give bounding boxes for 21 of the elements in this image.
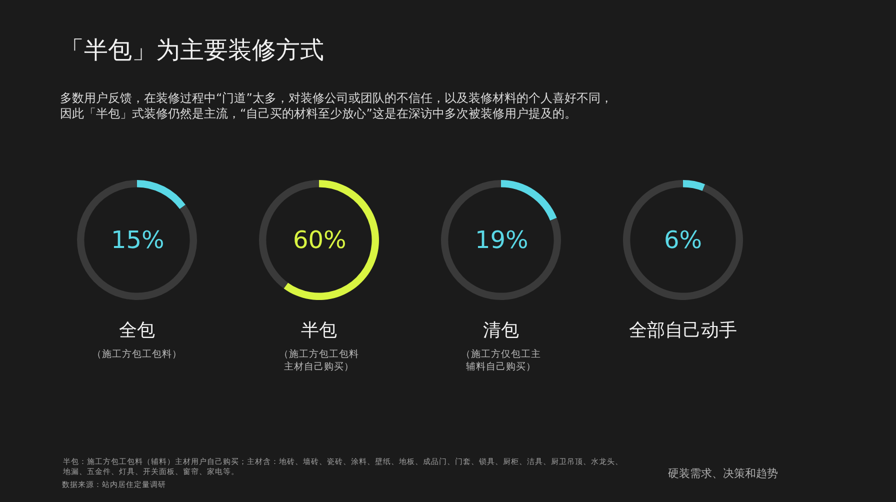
text: 6%	[664, 226, 702, 254]
donut-slice	[623, 180, 743, 300]
donut-slice	[441, 180, 561, 300]
text: （施工方仅包工主辅料自己购买）	[461, 348, 541, 372]
text: （施工方包工包料）	[92, 348, 182, 360]
text: 清包	[483, 320, 519, 341]
text: 60%	[293, 226, 346, 254]
text: （施工方包工包料主材自己购买）	[279, 348, 359, 372]
donut-slice	[137, 180, 186, 209]
text: 多数用户反馈，在装修过程中“门道”太多，对装修公司或团队的不信任，以及装修材料的个人喜好不同，因此「半包」式装修仍然是主流，“自己买的材料至少放心”这是在深访中多次被装修用户提及的。	[60, 91, 612, 121]
text: 全部自己动手	[629, 320, 737, 341]
text: 全包	[119, 320, 155, 341]
text: 半包	[301, 320, 337, 341]
text: 15%	[111, 226, 164, 254]
text: 「半包」为主要装修方式	[60, 36, 324, 64]
donut-slice	[683, 180, 706, 191]
text: 硬装需求、决策和趋势	[668, 467, 778, 480]
donut-slice	[501, 180, 557, 221]
text: 19%	[475, 226, 528, 254]
donut-slice	[284, 180, 379, 300]
donut-slice	[77, 180, 197, 300]
